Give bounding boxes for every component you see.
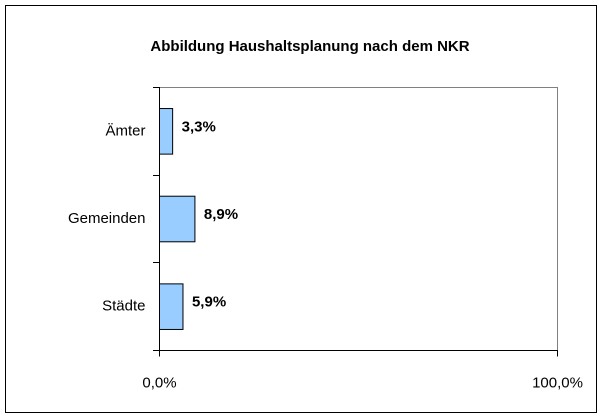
y-tick-label: Gemeinden [68, 210, 146, 227]
value-label: 5,9% [192, 294, 226, 311]
y-tick-label: Städte [102, 298, 145, 315]
x-tick-label: 100,0% [532, 374, 583, 391]
y-tick-label: Ämter [105, 122, 145, 139]
x-tick-label: 0,0% [142, 374, 176, 391]
bar [159, 283, 184, 330]
plot-area [159, 87, 558, 351]
bar [159, 195, 196, 243]
value-label: 3,3% [182, 118, 216, 135]
chart-title: Abbildung Haushaltsplanung nach dem NKR [150, 38, 469, 55]
value-label: 8,9% [204, 206, 238, 223]
bar [159, 108, 174, 155]
